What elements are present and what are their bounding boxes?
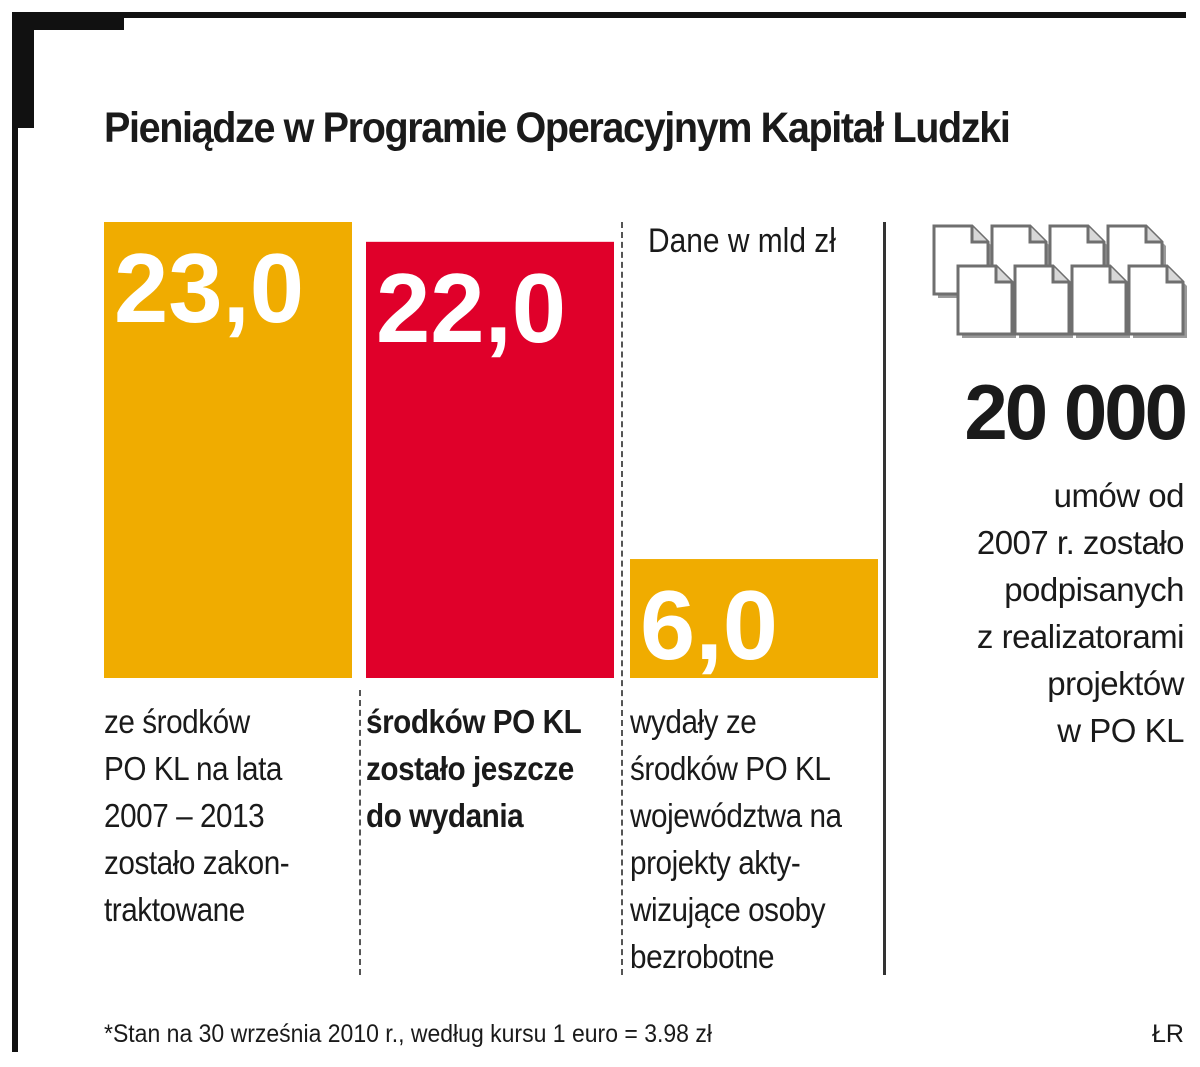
- unit-label: Dane w mld zł: [648, 222, 836, 260]
- bar-1-description-line: zostało zakon-: [104, 844, 290, 881]
- bar-2: [366, 241, 614, 678]
- bar-3-description-line: środków PO KL: [630, 750, 831, 787]
- document-sheet-icon: [1013, 264, 1073, 338]
- contracts-description: umów od 2007 r. zostało podpisanych z re…: [976, 472, 1185, 754]
- document-sheet-icon: [1070, 264, 1130, 338]
- frame-left-border: [12, 12, 18, 1052]
- bar-3-description-line: województwa na: [630, 797, 842, 834]
- contracts-description-line: 2007 r. zostało: [976, 524, 1185, 561]
- bar-3-description-line: wizujące osoby: [630, 891, 826, 928]
- frame-corner-horizontal: [12, 12, 124, 30]
- bar-1-description-line: ze środków: [104, 703, 250, 740]
- bar-1-description-line: traktowane: [104, 891, 245, 928]
- bar-2-description: środków PO KL zostało jeszcze do wydania: [366, 698, 582, 839]
- bar-3-description-line: wydały ze: [630, 703, 757, 740]
- contracts-description-line: podpisanych: [1004, 571, 1184, 608]
- contracts-description-line: z realizatorami: [976, 618, 1185, 655]
- contracts-description-line: umów od: [1053, 477, 1185, 514]
- bar-1: [104, 222, 352, 678]
- bar-3-description: wydały ze środków PO KL województwa na p…: [630, 698, 842, 980]
- bar-3-value-label: 6,0: [640, 570, 778, 680]
- author-credit: ŁR: [1152, 1020, 1184, 1048]
- bar-2-description-line: do wydania: [366, 797, 524, 834]
- bar-3-description-line: bezrobotne: [630, 938, 775, 975]
- contracts-description-line: w PO KL: [1057, 712, 1184, 749]
- bar-1-description: ze środków PO KL na lata 2007 – 2013 zos…: [104, 698, 290, 933]
- bar-1-value-label: 23,0: [114, 233, 304, 343]
- divider-dashed-1: [359, 690, 361, 975]
- frame-corner-vertical: [12, 12, 34, 128]
- divider-solid: [883, 222, 886, 975]
- contracts-description-line: projektów: [1047, 665, 1184, 702]
- contracts-count: 20 000: [964, 368, 1188, 456]
- bar-3: [630, 559, 878, 678]
- bar-1-description-line: PO KL na lata: [104, 750, 282, 787]
- bar-2-description-line: zostało jeszcze: [366, 750, 574, 787]
- document-stack-icon: [932, 224, 1187, 338]
- frame-top-border: [12, 12, 1186, 18]
- chart-title: Pieniądze w Programie Operacyjnym Kapita…: [104, 104, 1011, 152]
- bar-2-value-label: 22,0: [376, 253, 566, 363]
- bar-3-description-line: projekty akty-: [630, 844, 801, 881]
- document-sheet-icon: [956, 264, 1016, 338]
- bar-1-description-line: 2007 – 2013: [104, 797, 265, 834]
- bar-2-description-line: środków PO KL: [366, 703, 582, 740]
- footnote: *Stan na 30 września 2010 r., według kur…: [104, 1020, 712, 1048]
- document-sheet-icon: [1127, 264, 1187, 338]
- divider-dashed-2: [621, 222, 623, 975]
